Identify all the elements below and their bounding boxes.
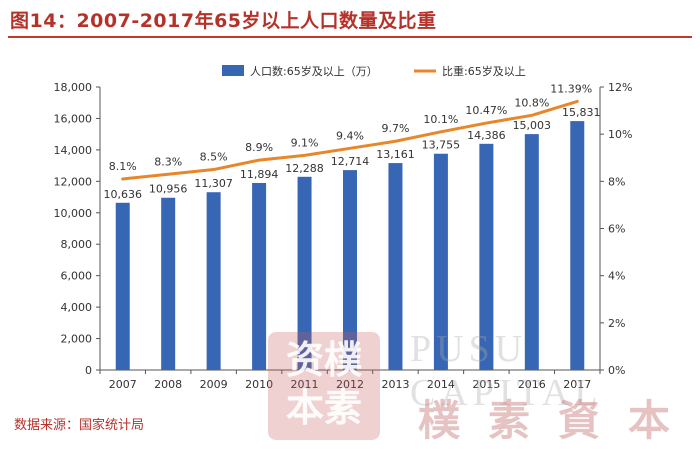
bar: [570, 121, 585, 370]
x-tick-label: 2012: [336, 378, 364, 391]
bar-data-label: 12,288: [285, 162, 324, 175]
bar: [388, 163, 403, 370]
bar-data-label: 11,307: [194, 177, 233, 190]
x-tick-label: 2007: [109, 378, 137, 391]
line-data-label: 9.4%: [336, 129, 364, 142]
x-tick-label: 2011: [291, 378, 319, 391]
bar: [115, 202, 130, 370]
y-right-tick-label: 0%: [608, 364, 625, 377]
bar: [524, 134, 539, 370]
bar-data-label: 13,161: [376, 148, 415, 161]
y-left-tick-label: 2,000: [61, 333, 93, 346]
y-right-tick-label: 4%: [608, 270, 625, 283]
x-tick-label: 2009: [200, 378, 228, 391]
legend-label-line: 比重:65岁及以上: [442, 64, 526, 78]
line-data-label: 8.5%: [200, 151, 228, 164]
y-left-tick-label: 10,000: [54, 207, 93, 220]
series-line: [121, 99, 579, 181]
x-tick-label: 2014: [427, 378, 455, 391]
legend-label-bar: 人口数:65岁及以上（万）: [250, 64, 378, 78]
line-data-label: 10.8%: [514, 96, 549, 109]
line-data-label: 8.3%: [154, 155, 182, 168]
watermark-seal: 资樸本素: [268, 332, 380, 440]
y-left-tick-label: 0: [85, 364, 92, 377]
y-right-tick-label: 2%: [608, 317, 625, 330]
bar-data-label: 15,003: [513, 119, 552, 132]
y-right-tick-label: 8%: [608, 175, 625, 188]
bar: [297, 176, 312, 370]
watermark-english: PUSU CAPITAL: [410, 328, 603, 414]
bar-data-label: 10,636: [103, 188, 142, 201]
title-divider: [8, 36, 692, 38]
bar: [161, 197, 176, 370]
bar: [252, 182, 267, 370]
bar: [343, 170, 357, 370]
y-right-tick-label: 6%: [608, 223, 625, 236]
bar-data-label: 10,956: [149, 183, 188, 196]
x-tick-label: 2013: [381, 378, 409, 391]
x-tick-label: 2008: [154, 378, 182, 391]
line-data-label: 8.1%: [109, 160, 137, 173]
x-tick-label: 2016: [518, 378, 546, 391]
x-tick-label: 2017: [563, 378, 591, 391]
line-data-label: 9.7%: [381, 122, 409, 135]
y-left-tick-label: 4,000: [61, 301, 93, 314]
y-left-tick-label: 14,000: [54, 144, 93, 157]
line-data-label: 11.39%: [550, 82, 592, 95]
bar-data-label: 12,714: [331, 155, 370, 168]
x-tick-label: 2010: [245, 378, 273, 391]
y-left-tick-label: 18,000: [54, 81, 93, 94]
line-data-label: 8.9%: [245, 141, 273, 154]
figure-title: 图14：2007-2017年65岁以上人口数量及比重: [10, 10, 437, 32]
bar-data-label: 15,831: [562, 106, 601, 119]
bar-data-label: 13,755: [422, 139, 461, 152]
watermark-seal-text: 资樸本素: [285, 337, 362, 430]
line-data-label: 9.1%: [291, 136, 319, 149]
line-data-label: 10.47%: [465, 104, 507, 117]
legend-swatch-bar: [222, 65, 244, 76]
y-right-tick-label: 12%: [608, 81, 632, 94]
y-left-tick-label: 6,000: [61, 270, 93, 283]
bar-data-label: 11,894: [240, 168, 279, 181]
y-right-tick-label: 10%: [608, 128, 632, 141]
data-source: 数据来源：国家统计局: [14, 418, 145, 433]
y-left-tick-label: 8,000: [61, 238, 93, 251]
y-left-tick-label: 16,000: [54, 112, 93, 125]
bar: [206, 192, 221, 370]
x-tick-label: 2015: [472, 378, 500, 391]
line-data-label: 10.1%: [423, 113, 458, 126]
bar-data-label: 14,386: [467, 129, 506, 142]
bar: [433, 153, 448, 370]
watermark-chinese: 樸素資本: [418, 396, 699, 445]
bar: [479, 143, 494, 370]
y-left-tick-label: 12,000: [54, 175, 93, 188]
